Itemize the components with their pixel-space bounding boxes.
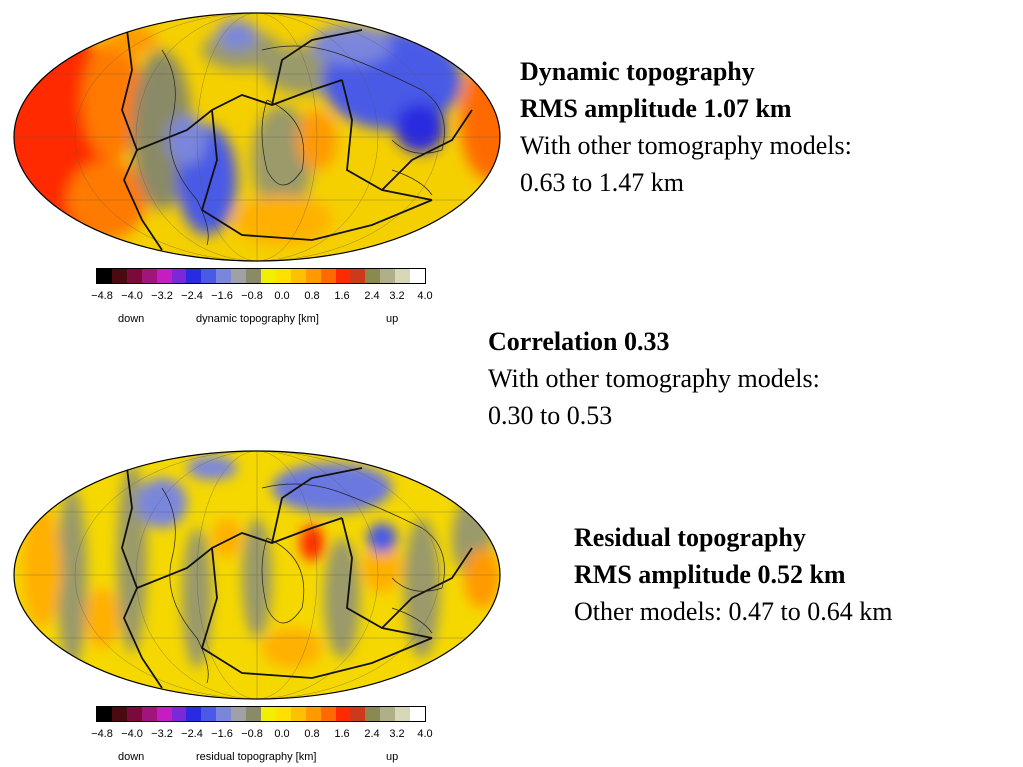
colorbar-tick: 3.2 — [389, 728, 405, 740]
colorbar-swatch — [260, 269, 276, 283]
colorbar-tick: 1.6 — [334, 728, 350, 740]
colorbar-tick: −0.8 — [241, 290, 263, 302]
colorbar-tick: −0.8 — [241, 728, 263, 740]
colorbar-swatch — [141, 269, 157, 283]
residual-other: Other models: 0.47 to 0.64 km — [574, 597, 893, 626]
correlation-title: Correlation 0.33 — [488, 327, 670, 356]
colorbar-swatch — [320, 707, 336, 721]
colorbar-swatch — [246, 269, 261, 283]
colorbar-swatch — [126, 269, 142, 283]
residual-topography-map — [12, 448, 502, 703]
colorbar-ticks: −4.8 −4.0 −3.2 −2.4 −1.6 −0.8 0.0 0.8 1.… — [88, 290, 440, 304]
colorbar-swatch — [395, 707, 411, 721]
colorbar-swatch — [365, 269, 381, 283]
correlation-other-range: 0.30 to 0.53 — [488, 401, 613, 430]
colorbar-title: residual topography [km] — [196, 751, 317, 763]
colorbar-tick: 2.4 — [364, 290, 380, 302]
dynamic-title: Dynamic topography — [520, 57, 755, 86]
colorbar-swatch — [216, 269, 232, 283]
colorbar-tick: −1.6 — [211, 290, 233, 302]
colorbar-tick: −4.0 — [121, 290, 143, 302]
colorbar-swatch — [97, 707, 112, 721]
dynamic-rms: RMS amplitude 1.07 km — [520, 94, 792, 123]
colorbar-swatches — [96, 268, 426, 284]
dynamic-other-label: With other tomography models: — [520, 131, 852, 160]
dynamic-topography-map — [12, 10, 502, 265]
colorbar-swatch — [186, 269, 202, 283]
colorbar-tick: −4.0 — [121, 728, 143, 740]
colorbar-tick: −4.8 — [91, 290, 113, 302]
colorbar-tick: 3.2 — [389, 290, 405, 302]
colorbar-swatch — [156, 269, 172, 283]
colorbar-swatch — [231, 269, 247, 283]
colorbar-swatch — [201, 269, 217, 283]
colorbar-swatch — [335, 707, 351, 721]
dynamic-topography-colorbar: −4.8 −4.0 −3.2 −2.4 −1.6 −0.8 0.0 0.8 1.… — [88, 268, 448, 330]
colorbar-tick: 0.8 — [304, 728, 320, 740]
colorbar-swatch — [156, 707, 172, 721]
colorbar-swatch — [350, 269, 366, 283]
colorbar-ticks: −4.8 −4.0 −3.2 −2.4 −1.6 −0.8 0.0 0.8 1.… — [88, 728, 440, 742]
colorbar-swatch — [380, 707, 396, 721]
colorbar-swatch — [290, 707, 306, 721]
dynamic-topography-caption: Dynamic topography RMS amplitude 1.07 km… — [520, 53, 852, 201]
colorbar-swatch — [246, 707, 261, 721]
colorbar-swatch — [126, 707, 142, 721]
colorbar-tick: 2.4 — [364, 728, 380, 740]
colorbar-swatch — [216, 707, 232, 721]
residual-topography-colorbar: −4.8 −4.0 −3.2 −2.4 −1.6 −0.8 0.0 0.8 1.… — [88, 706, 448, 767]
colorbar-swatch — [305, 269, 321, 283]
colorbar-tick: −2.4 — [181, 728, 203, 740]
colorbar-swatch — [365, 707, 381, 721]
colorbar-swatch — [231, 707, 247, 721]
colorbar-title: dynamic topography [km] — [196, 313, 319, 325]
colorbar-swatch — [275, 269, 291, 283]
colorbar-tick: 0.8 — [304, 290, 320, 302]
colorbar-up-label: up — [386, 313, 399, 325]
colorbar-swatch — [111, 269, 127, 283]
colorbar-tick: −3.2 — [151, 728, 173, 740]
colorbar-swatch — [350, 707, 366, 721]
colorbar-tick: 1.6 — [334, 290, 350, 302]
colorbar-swatch — [97, 269, 112, 283]
colorbar-swatch — [335, 269, 351, 283]
colorbar-swatch — [260, 707, 276, 721]
colorbar-tick: −4.8 — [91, 728, 113, 740]
colorbar-swatch — [171, 269, 187, 283]
colorbar-up-label: up — [386, 751, 399, 763]
colorbar-tick: −3.2 — [151, 290, 173, 302]
colorbar-swatch — [410, 707, 425, 721]
colorbar-swatch — [380, 269, 396, 283]
colorbar-tick: 4.0 — [417, 728, 433, 740]
residual-rms: RMS amplitude 0.52 km — [574, 560, 846, 589]
residual-title: Residual topography — [574, 523, 806, 552]
colorbar-tick: 0.0 — [274, 290, 290, 302]
colorbar-swatch — [395, 269, 411, 283]
correlation-caption: Correlation 0.33 With other tomography m… — [488, 323, 820, 434]
colorbar-swatch — [186, 707, 202, 721]
colorbar-swatch — [201, 707, 217, 721]
colorbar-tick: −2.4 — [181, 290, 203, 302]
colorbar-down-label: down — [118, 313, 145, 325]
dynamic-other-range: 0.63 to 1.47 km — [520, 168, 684, 197]
colorbar-swatch — [320, 269, 336, 283]
colorbar-swatch — [290, 269, 306, 283]
colorbar-tick: 0.0 — [274, 728, 290, 740]
colorbar-swatch — [275, 707, 291, 721]
colorbar-down-label: down — [118, 751, 145, 763]
colorbar-swatch — [111, 707, 127, 721]
colorbar-swatch — [141, 707, 157, 721]
colorbar-tick: −1.6 — [211, 728, 233, 740]
colorbar-swatch — [410, 269, 425, 283]
colorbar-tick: 4.0 — [417, 290, 433, 302]
colorbar-swatch — [171, 707, 187, 721]
residual-topography-caption: Residual topography RMS amplitude 0.52 k… — [574, 519, 892, 630]
correlation-other-label: With other tomography models: — [488, 364, 820, 393]
colorbar-swatch — [305, 707, 321, 721]
colorbar-swatches — [96, 706, 426, 722]
